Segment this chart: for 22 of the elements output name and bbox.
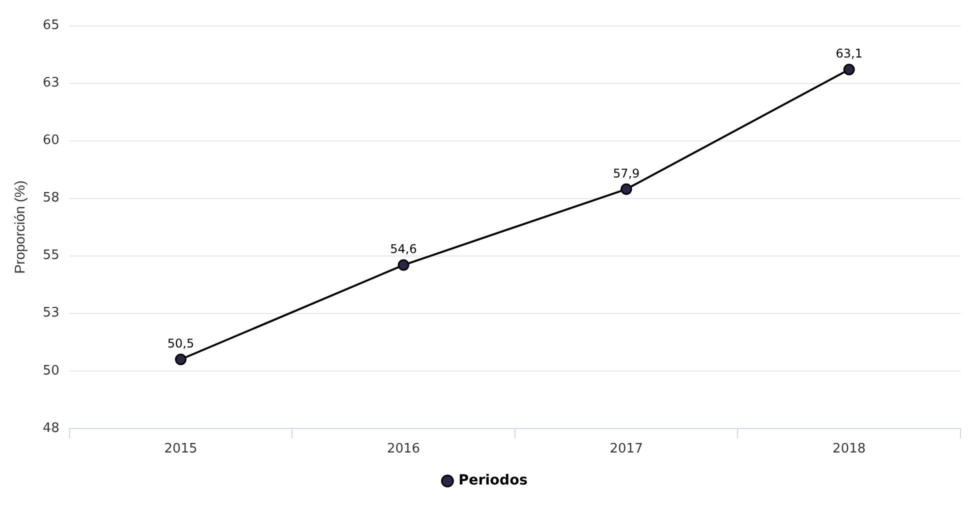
y-axis-title: Proporción (%): [11, 180, 28, 274]
point: [174, 354, 186, 366]
x-tick-label: 2016: [386, 442, 420, 457]
point: [843, 64, 855, 76]
y-tick-label: 65: [42, 18, 60, 34]
data-label: 63,1: [836, 46, 862, 61]
legend-label: Periodos: [458, 472, 528, 489]
x-tick-label: 2017: [610, 442, 643, 457]
x-tick-label: 2018: [832, 442, 866, 457]
y-tick-label: 55: [42, 248, 60, 264]
point: [398, 259, 410, 271]
y-tick-label: 58: [42, 190, 60, 206]
y-tick-label: 63: [42, 76, 60, 91]
y-tick-label: 53: [42, 306, 60, 321]
y-tick-label: 48: [42, 420, 60, 436]
y-tick-label: 60: [42, 133, 60, 148]
x-tick-label: 2015: [164, 442, 198, 457]
data-label: 54,6: [390, 242, 417, 256]
data-label: 57,9: [612, 166, 640, 180]
point: [620, 183, 632, 195]
data-label: 50,5: [167, 336, 194, 351]
y-tick-label: 50: [42, 363, 60, 378]
